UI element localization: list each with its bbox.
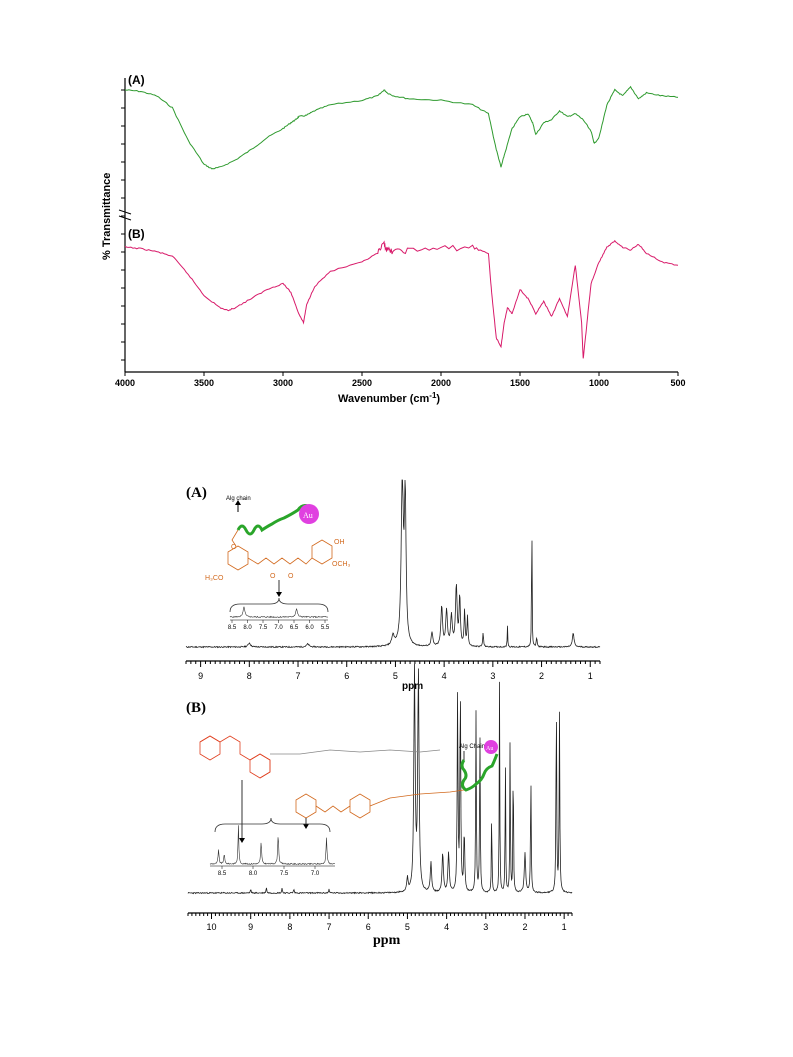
nmr-a-x-label: ppm xyxy=(402,681,423,692)
nmr-b-inset-spectrum xyxy=(209,825,336,866)
nmr-a-tick-label: 5 xyxy=(393,671,398,681)
ftir-x-tick-label: 3500 xyxy=(194,378,214,388)
nmr-a-inset-ticks: 8.5 8.0 7.5 7.0 6.5 6.0 5.5 xyxy=(228,620,330,631)
nmr-a-structure: Alg chain Au O H₃CO OH OCH₃ O O xyxy=(205,496,351,613)
inset-a-tick-label: 7.0 xyxy=(274,625,283,631)
nmr-b-structure: Alg Chain Au xyxy=(199,735,499,843)
ftir-panel-a-label: (A) xyxy=(128,73,145,87)
ftir-x-tick-label: 2500 xyxy=(352,378,372,388)
ftir-panel-b-label: (B) xyxy=(128,227,145,241)
nmr-b-tick-label: 4 xyxy=(444,922,449,932)
nmr-b-spectrum xyxy=(187,663,573,895)
arrow-b1-head-icon xyxy=(239,838,245,843)
nmr-a-chart: (A) 9 8 7 6 5 4 3 2 1 ppm Alg chain Au O H₃CO OH… xyxy=(185,479,601,692)
nmr-b-tick-label: 2 xyxy=(522,922,527,932)
nmr-a-tick-label: 1 xyxy=(588,671,593,681)
arrow-b2-head-icon xyxy=(303,824,309,829)
ftir-x-tick-label: 3000 xyxy=(273,378,293,388)
nmr-a-tick-label: 6 xyxy=(344,671,349,681)
nmr-b-inset: 8.5 8.0 7.5 7.0 xyxy=(209,825,336,877)
ftir-axis-break xyxy=(118,209,132,215)
nmr-a-inset-spectrum xyxy=(229,606,329,619)
ftir-series-a-line xyxy=(124,85,679,170)
au-label: Au xyxy=(303,511,313,520)
inset-b-tick-label: 7.5 xyxy=(280,871,289,877)
ftir-x-tick-label: 500 xyxy=(670,378,685,388)
nmr-b-tick-label: 1 xyxy=(562,922,567,932)
au-nanoparticle-icon xyxy=(299,504,319,524)
nmr-a-tick-label: 3 xyxy=(490,671,495,681)
nmr-a-tick-label: 2 xyxy=(539,671,544,681)
ring-right xyxy=(311,539,333,565)
nmr-b-x-ticks: 10 9 8 7 6 5 4 3 2 1 xyxy=(187,913,573,932)
ftir-axis-break xyxy=(118,215,132,221)
nmr-b-tick-label: 7 xyxy=(327,922,332,932)
peg-linker xyxy=(270,749,441,755)
inset-b-tick-label: 7.0 xyxy=(311,871,320,877)
ftir-x-tick-label: 4000 xyxy=(115,378,135,388)
alg-chain-label: Alg chain xyxy=(226,496,251,502)
ring-left xyxy=(227,545,249,571)
inset-a-tick-label: 6.5 xyxy=(290,625,299,631)
nmr-a-tick-label: 7 xyxy=(296,671,301,681)
inset-a-tick-label: 8.5 xyxy=(228,625,237,631)
nmr-b-tick-label: 8 xyxy=(287,922,292,932)
ftir-x-ticks: 4000 3500 3000 2500 2000 1500 1000 500 xyxy=(115,372,686,388)
ketone-o-2: O xyxy=(288,573,294,580)
nmr-b-inset-ticks: 8.5 8.0 7.5 7.0 xyxy=(218,866,320,877)
nmr-b-tick-label: 3 xyxy=(483,922,488,932)
ftir-x-tick-label: 1000 xyxy=(589,378,609,388)
nmr-a-tick-label: 4 xyxy=(442,671,447,681)
nmr-a-tick-label: 8 xyxy=(247,671,252,681)
nmr-b-panel-label: (B) xyxy=(186,700,206,716)
nmr-b-chart: (B) 10 9 8 7 6 5 4 3 2 1 ppm Alg Chain Au xyxy=(186,663,573,948)
ftir-x-label: Wavenumber (cm-1) xyxy=(338,391,440,405)
ftir-chart: 4000 3500 3000 2500 2000 1500 1000 500 (A) (B) … xyxy=(101,73,686,405)
ftir-series-b-line xyxy=(124,239,679,359)
ester-o: O xyxy=(231,544,237,551)
inset-b-tick-label: 8.5 xyxy=(218,871,227,877)
alg-arrow-head-icon xyxy=(235,500,241,505)
ftir-x-tick-label: 2000 xyxy=(431,378,451,388)
au-nanoparticle-b-icon xyxy=(484,740,498,754)
nmr-a-spectrum xyxy=(185,479,601,649)
linker xyxy=(247,557,313,565)
inset-a-tick-label: 8.0 xyxy=(243,625,252,631)
inset-a-tick-label: 6.0 xyxy=(305,625,314,631)
ketone-o-1: O xyxy=(270,573,276,580)
nmr-b-tick-label: 10 xyxy=(207,922,217,932)
ftir-y-label: % Transmittance xyxy=(101,173,113,260)
nmr-a-panel-label: (A) xyxy=(186,485,207,501)
och3-label: OCH₃ xyxy=(332,561,351,568)
alg-chain-b-green xyxy=(460,753,499,792)
inset-a-tick-label: 7.5 xyxy=(259,625,268,631)
folate-red xyxy=(199,735,271,779)
oh-label: OH xyxy=(334,539,345,546)
nmr-a-x-ticks: 9 8 7 6 5 4 3 2 1 xyxy=(185,661,601,681)
ftir-x-tick-label: 1500 xyxy=(510,378,530,388)
nmr-b-x-label: ppm xyxy=(373,933,401,948)
inset-a-tick-label: 5.5 xyxy=(321,625,330,631)
nmr-b-tick-label: 9 xyxy=(248,922,253,932)
h3co-label: H₃CO xyxy=(205,575,224,582)
inset-b-brace xyxy=(214,817,331,833)
nmr-a-tick-label: 9 xyxy=(198,671,203,681)
nmr-b-tick-label: 6 xyxy=(366,922,371,932)
alg-chain-label-b: Alg Chain xyxy=(459,744,485,750)
alg-chain-green xyxy=(236,504,309,536)
nmr-b-tick-label: 5 xyxy=(405,922,410,932)
au-label-b: Au xyxy=(486,746,493,752)
ftir-y-ticks xyxy=(118,89,132,361)
inset-b-tick-label: 8.0 xyxy=(249,871,258,877)
nmr-a-inset: 8.5 8.0 7.5 7.0 6.5 6.0 5.5 xyxy=(228,606,330,631)
inset-brace xyxy=(229,597,329,613)
structure-arrow-head-icon xyxy=(276,592,282,597)
